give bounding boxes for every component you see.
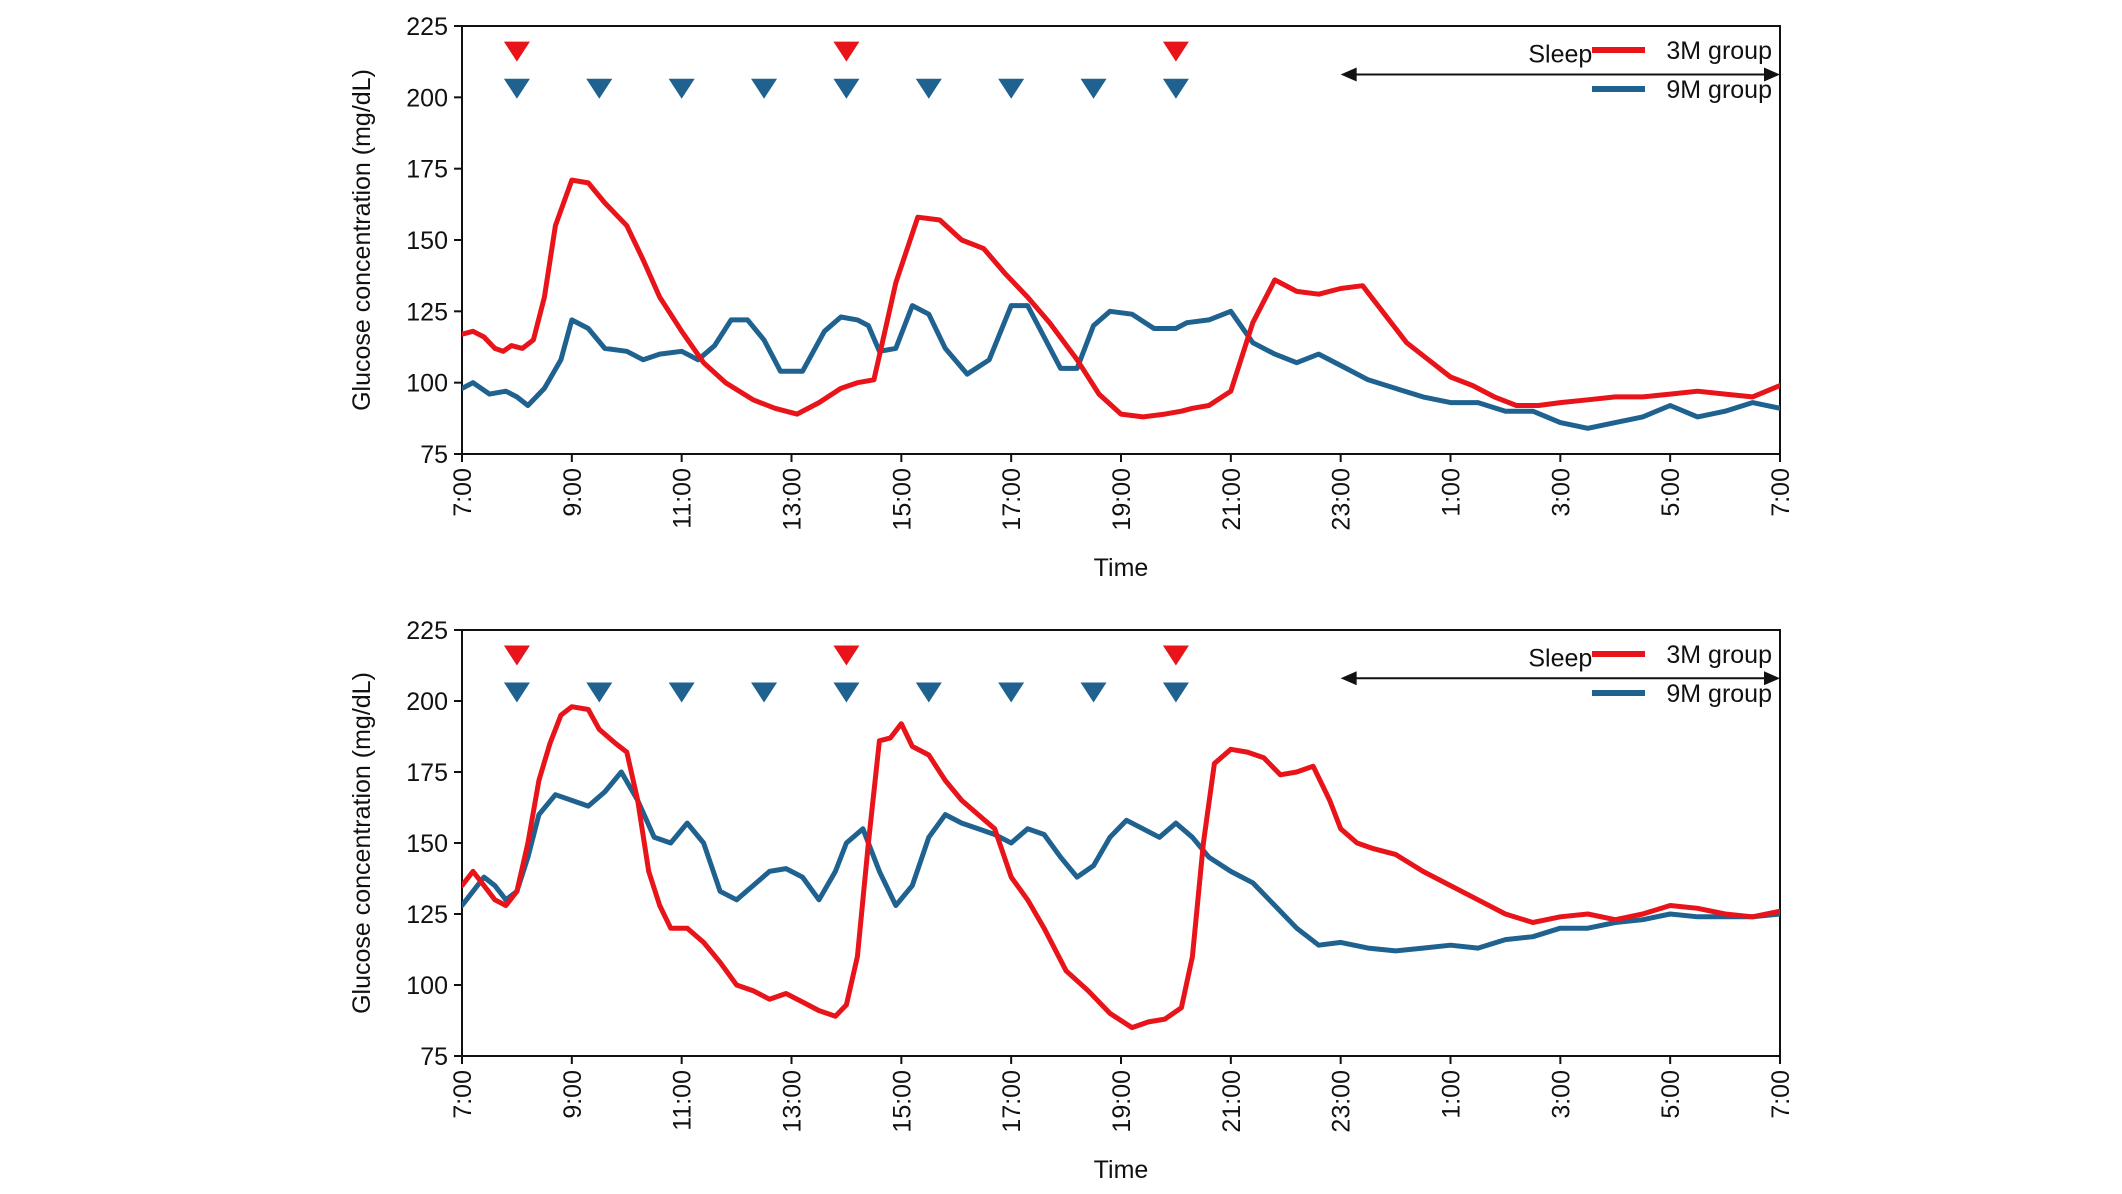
x-tick-label: 23:00 xyxy=(1328,1070,1356,1133)
x-tick-label: 7:00 xyxy=(1767,468,1795,517)
x-tick-label: 21:00 xyxy=(1218,468,1246,531)
meal-marker-9m xyxy=(751,682,778,703)
meal-marker-3m xyxy=(503,645,530,666)
y-axis-title: Glucose concentration (mg/dL) xyxy=(348,672,376,1014)
chart-panel-bottom: 75 100 125 150 175 200 225 7:00 9:00 11:00 13:00 15… xyxy=(348,617,1795,1184)
plot-frame xyxy=(461,629,1781,1057)
meal-marker-9m xyxy=(586,78,613,99)
x-tick-label: 19:00 xyxy=(1108,1070,1136,1133)
y-tick-label: 100 xyxy=(406,370,448,398)
y-tick-label: 200 xyxy=(406,688,448,716)
x-tick-label: 13:00 xyxy=(779,1070,807,1133)
x-tick-label: 1:00 xyxy=(1438,468,1466,517)
x-tick-label: 19:00 xyxy=(1108,468,1136,531)
meal-marker-9m xyxy=(751,78,778,99)
x-tick-label: 11:00 xyxy=(669,1070,697,1131)
x-tick-label: 7:00 xyxy=(449,468,477,517)
series-line-3m xyxy=(462,704,1780,1031)
meal-marker-9m xyxy=(668,682,695,703)
x-tick-label: 9:00 xyxy=(559,468,587,517)
meal-marker-9m xyxy=(833,78,860,99)
y-tick-label: 125 xyxy=(406,901,448,929)
series-line-9m xyxy=(462,303,1780,431)
meal-marker-9m xyxy=(503,682,530,703)
meal-marker-9m xyxy=(503,78,530,99)
meal-marker-9m xyxy=(1162,682,1189,703)
meal-marker-9m xyxy=(998,682,1025,703)
x-axis-title: Time xyxy=(1094,554,1149,582)
meal-marker-9m xyxy=(586,682,613,703)
legend-label-9m: 9M group xyxy=(1666,680,1772,708)
y-tick-label: 175 xyxy=(406,156,448,184)
y-tick-label: 225 xyxy=(406,617,448,645)
x-tick-label: 23:00 xyxy=(1328,468,1356,531)
sleep-arrow-head-right xyxy=(1764,671,1780,686)
meal-marker-9m xyxy=(1162,78,1189,99)
y-tick-label: 225 xyxy=(406,13,448,41)
legend-label-3m: 3M group xyxy=(1666,37,1772,65)
y-tick-label: 75 xyxy=(420,441,448,469)
legend-label-9m: 9M group xyxy=(1666,76,1772,104)
sleep-label: Sleep xyxy=(1528,41,1592,69)
meal-marker-9m xyxy=(915,78,942,99)
y-tick-label: 150 xyxy=(406,830,448,858)
meal-marker-3m xyxy=(1162,645,1189,666)
y-tick-label: 75 xyxy=(420,1043,448,1071)
meal-marker-9m xyxy=(998,78,1025,99)
x-tick-label: 3:00 xyxy=(1547,468,1575,517)
x-tick-label: 21:00 xyxy=(1218,1070,1246,1133)
meal-marker-3m xyxy=(833,41,860,62)
x-tick-label: 13:00 xyxy=(779,468,807,531)
sleep-arrow-head-left xyxy=(1340,67,1357,82)
x-axis-title: Time xyxy=(1094,1156,1149,1184)
y-tick-label: 125 xyxy=(406,298,448,326)
y-tick-label: 175 xyxy=(406,759,448,787)
series-line-3m xyxy=(462,177,1780,420)
meal-marker-3m xyxy=(503,41,530,62)
x-tick-label: 11:00 xyxy=(669,468,697,529)
x-tick-label: 7:00 xyxy=(1767,1070,1795,1119)
sleep-label: Sleep xyxy=(1528,644,1592,672)
x-tick-label: 15:00 xyxy=(888,468,916,531)
sleep-arrow-head-left xyxy=(1340,671,1357,686)
x-tick-label: 1:00 xyxy=(1438,1070,1466,1119)
x-tick-label: 17:00 xyxy=(998,468,1026,531)
legend-label-3m: 3M group xyxy=(1666,641,1772,669)
x-tick-label: 7:00 xyxy=(449,1070,477,1119)
meal-marker-9m xyxy=(915,682,942,703)
y-tick-label: 200 xyxy=(406,84,448,112)
x-tick-label: 3:00 xyxy=(1547,1070,1575,1119)
chart-panel-top: 75 100 125 150 175 200 225 7:00 9:00 11:00 13:00 15… xyxy=(348,13,1795,582)
meal-marker-9m xyxy=(833,682,860,703)
series-line-9m xyxy=(462,769,1780,954)
x-tick-label: 5:00 xyxy=(1657,468,1685,517)
plot-frame xyxy=(461,25,1781,455)
x-tick-label: 5:00 xyxy=(1657,1070,1685,1119)
x-tick-label: 15:00 xyxy=(888,1070,916,1133)
meal-marker-3m xyxy=(833,645,860,666)
meal-marker-9m xyxy=(1080,78,1107,99)
y-axis-title: Glucose concentration (mg/dL) xyxy=(348,69,376,411)
x-tick-label: 9:00 xyxy=(559,1070,587,1119)
meal-marker-9m xyxy=(1080,682,1107,703)
y-tick-label: 100 xyxy=(406,972,448,1000)
y-tick-label: 150 xyxy=(406,227,448,255)
meal-marker-3m xyxy=(1162,41,1189,62)
sleep-arrow-head-right xyxy=(1764,67,1780,82)
x-tick-label: 17:00 xyxy=(998,1070,1026,1133)
meal-marker-9m xyxy=(668,78,695,99)
